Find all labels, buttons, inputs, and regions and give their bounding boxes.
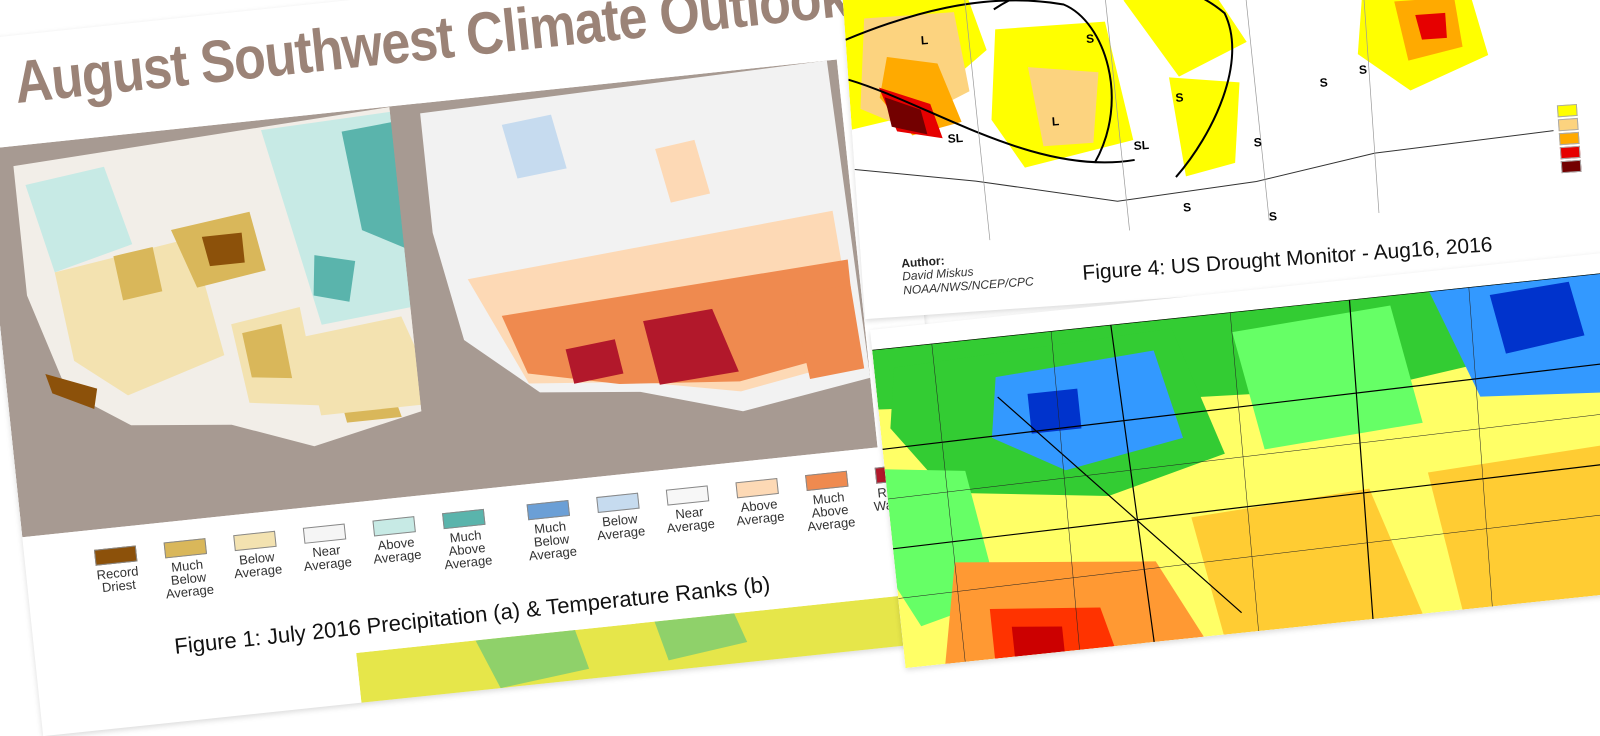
drought-label: S — [1253, 135, 1262, 150]
drought-label: L — [1051, 114, 1059, 128]
legend-swatch — [233, 530, 277, 552]
drought-label: L — [920, 33, 928, 47]
legend-label: Below Average — [596, 510, 646, 544]
drought-label: SL — [1133, 138, 1149, 153]
drought-map: S S S L L SL SL S S S S S S S — [840, 0, 1559, 250]
drought-label: S — [1175, 90, 1184, 105]
legend-swatch — [1559, 145, 1581, 160]
climate-outlook-sheet: August Southwest Climate Outlook Record … — [0, 0, 926, 713]
drought-label: S — [1183, 200, 1192, 215]
legend-item: Near Average — [293, 522, 361, 586]
legend-swatch — [442, 508, 486, 530]
legend-label: Much Above Average — [443, 527, 494, 573]
percent-of-normal-map — [872, 272, 1600, 669]
drought-label: S — [1319, 75, 1328, 90]
legend-swatch — [735, 478, 779, 499]
legend-swatch — [93, 545, 138, 566]
precipitation-percent-sheet — [870, 252, 1600, 669]
legend-label: Much Above Average — [806, 489, 857, 535]
legend-item: Much Above Average — [795, 470, 863, 534]
legend-item: Much Below Average — [517, 499, 585, 563]
legend-label: Much Below Average — [165, 556, 215, 602]
legend-label: Near Average — [302, 542, 353, 574]
legend-swatch — [665, 485, 710, 506]
drought-label: S — [1268, 209, 1277, 224]
legend-swatch — [1558, 131, 1580, 146]
legend-label: Above Average — [735, 496, 786, 529]
drought-monitor-sheet: S S S L L SL SL S S S S S S S Author: Da… — [840, 0, 1600, 320]
legend-swatch — [596, 492, 640, 513]
drought-legend — [1556, 103, 1582, 175]
legend-item: Much Below Average — [154, 537, 222, 602]
legend-item: Above Average — [362, 515, 430, 579]
legend-swatch — [302, 523, 347, 544]
legend-label: Above Average — [372, 534, 423, 567]
legend-swatch — [805, 470, 849, 492]
legend-label: Near Average — [665, 503, 716, 536]
legend-item: Near Average — [656, 484, 724, 548]
legend-label: Much Below Average — [528, 518, 578, 564]
legend-swatch — [372, 516, 416, 537]
legend-item: Below Average — [223, 530, 291, 594]
legend-item: Above Average — [725, 477, 793, 541]
legend-swatch — [526, 499, 571, 521]
legend-label: Below Average — [233, 549, 283, 582]
legend-label: Record Driest — [95, 563, 140, 596]
drought-label: SL — [947, 131, 963, 146]
legend-swatch — [163, 538, 208, 559]
legend-item: Below Average — [586, 492, 654, 556]
legend-swatch — [1556, 103, 1578, 118]
legend-swatch — [1560, 159, 1582, 174]
legend-item: Much Above Average — [432, 508, 500, 572]
drought-label: S — [1358, 63, 1367, 78]
temperature-map — [389, 59, 878, 495]
drought-label: S — [1086, 31, 1095, 46]
legend-item: Record Driest — [84, 544, 152, 608]
legend-swatch — [1557, 117, 1579, 132]
precipitation-map — [0, 103, 460, 538]
